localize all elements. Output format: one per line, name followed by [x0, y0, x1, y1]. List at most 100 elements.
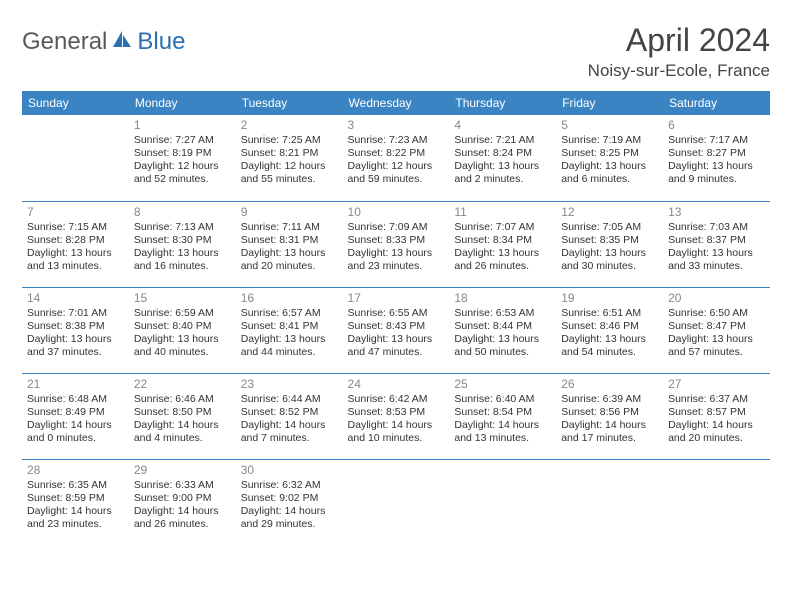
calendar-cell: 4Sunrise: 7:21 AMSunset: 8:24 PMDaylight…: [449, 115, 556, 201]
calendar-cell: 30Sunrise: 6:32 AMSunset: 9:02 PMDayligh…: [236, 459, 343, 545]
daylight-line: Daylight: 13 hours and 50 minutes.: [454, 333, 551, 359]
month-title: April 2024: [588, 22, 770, 59]
sunrise-line: Sunrise: 7:09 AM: [348, 221, 445, 234]
sunrise-line: Sunrise: 6:33 AM: [134, 479, 231, 492]
daylight-line: Daylight: 13 hours and 54 minutes.: [561, 333, 658, 359]
sunrise-line: Sunrise: 7:03 AM: [668, 221, 765, 234]
calendar-cell: 2Sunrise: 7:25 AMSunset: 8:21 PMDaylight…: [236, 115, 343, 201]
sunset-line: Sunset: 8:52 PM: [241, 406, 338, 419]
sunrise-line: Sunrise: 7:17 AM: [668, 134, 765, 147]
sunset-line: Sunset: 8:47 PM: [668, 320, 765, 333]
daylight-line: Daylight: 13 hours and 6 minutes.: [561, 160, 658, 186]
daylight-line: Daylight: 13 hours and 37 minutes.: [27, 333, 124, 359]
day-number: 3: [348, 118, 445, 132]
calendar-cell: 11Sunrise: 7:07 AMSunset: 8:34 PMDayligh…: [449, 201, 556, 287]
sunset-line: Sunset: 8:37 PM: [668, 234, 765, 247]
weekday-header: Wednesday: [343, 91, 450, 115]
sunrise-line: Sunrise: 6:40 AM: [454, 393, 551, 406]
sunrise-line: Sunrise: 7:13 AM: [134, 221, 231, 234]
sunrise-line: Sunrise: 6:32 AM: [241, 479, 338, 492]
sunrise-line: Sunrise: 6:37 AM: [668, 393, 765, 406]
sunset-line: Sunset: 8:50 PM: [134, 406, 231, 419]
weekday-header: Monday: [129, 91, 236, 115]
daylight-line: Daylight: 13 hours and 23 minutes.: [348, 247, 445, 273]
day-number: 19: [561, 291, 658, 305]
day-number: 17: [348, 291, 445, 305]
sunset-line: Sunset: 8:34 PM: [454, 234, 551, 247]
sunset-line: Sunset: 9:02 PM: [241, 492, 338, 505]
calendar-cell: 9Sunrise: 7:11 AMSunset: 8:31 PMDaylight…: [236, 201, 343, 287]
sunset-line: Sunset: 8:54 PM: [454, 406, 551, 419]
day-number: 12: [561, 205, 658, 219]
calendar-cell: 22Sunrise: 6:46 AMSunset: 8:50 PMDayligh…: [129, 373, 236, 459]
day-number: 18: [454, 291, 551, 305]
day-number: 28: [27, 463, 124, 477]
daylight-line: Daylight: 14 hours and 0 minutes.: [27, 419, 124, 445]
day-number: 30: [241, 463, 338, 477]
calendar-cell: 7Sunrise: 7:15 AMSunset: 8:28 PMDaylight…: [22, 201, 129, 287]
calendar-cell: 6Sunrise: 7:17 AMSunset: 8:27 PMDaylight…: [663, 115, 770, 201]
sunrise-line: Sunrise: 6:46 AM: [134, 393, 231, 406]
day-number: 13: [668, 205, 765, 219]
sunrise-line: Sunrise: 7:01 AM: [27, 307, 124, 320]
calendar-cell: 12Sunrise: 7:05 AMSunset: 8:35 PMDayligh…: [556, 201, 663, 287]
calendar-cell: 18Sunrise: 6:53 AMSunset: 8:44 PMDayligh…: [449, 287, 556, 373]
day-number: 4: [454, 118, 551, 132]
calendar-cell: 3Sunrise: 7:23 AMSunset: 8:22 PMDaylight…: [343, 115, 450, 201]
sunset-line: Sunset: 8:28 PM: [27, 234, 124, 247]
calendar-cell: 26Sunrise: 6:39 AMSunset: 8:56 PMDayligh…: [556, 373, 663, 459]
calendar-cell: [22, 115, 129, 201]
calendar-cell: 8Sunrise: 7:13 AMSunset: 8:30 PMDaylight…: [129, 201, 236, 287]
sunrise-line: Sunrise: 6:44 AM: [241, 393, 338, 406]
daylight-line: Daylight: 14 hours and 26 minutes.: [134, 505, 231, 531]
weekday-header: Saturday: [663, 91, 770, 115]
calendar-cell: 10Sunrise: 7:09 AMSunset: 8:33 PMDayligh…: [343, 201, 450, 287]
day-number: 20: [668, 291, 765, 305]
sunrise-line: Sunrise: 6:39 AM: [561, 393, 658, 406]
calendar-cell: 20Sunrise: 6:50 AMSunset: 8:47 PMDayligh…: [663, 287, 770, 373]
sunrise-line: Sunrise: 7:07 AM: [454, 221, 551, 234]
calendar-head: SundayMondayTuesdayWednesdayThursdayFrid…: [22, 91, 770, 115]
calendar-cell: [663, 459, 770, 545]
calendar-cell: 14Sunrise: 7:01 AMSunset: 8:38 PMDayligh…: [22, 287, 129, 373]
daylight-line: Daylight: 13 hours and 40 minutes.: [134, 333, 231, 359]
calendar-row: 28Sunrise: 6:35 AMSunset: 8:59 PMDayligh…: [22, 459, 770, 545]
sunset-line: Sunset: 8:24 PM: [454, 147, 551, 160]
sunrise-line: Sunrise: 6:59 AM: [134, 307, 231, 320]
calendar-cell: 25Sunrise: 6:40 AMSunset: 8:54 PMDayligh…: [449, 373, 556, 459]
calendar-cell: 16Sunrise: 6:57 AMSunset: 8:41 PMDayligh…: [236, 287, 343, 373]
sunrise-line: Sunrise: 7:19 AM: [561, 134, 658, 147]
daylight-line: Daylight: 14 hours and 17 minutes.: [561, 419, 658, 445]
sunset-line: Sunset: 8:19 PM: [134, 147, 231, 160]
sunset-line: Sunset: 8:31 PM: [241, 234, 338, 247]
daylight-line: Daylight: 13 hours and 2 minutes.: [454, 160, 551, 186]
day-number: 1: [134, 118, 231, 132]
day-number: 24: [348, 377, 445, 391]
daylight-line: Daylight: 13 hours and 47 minutes.: [348, 333, 445, 359]
sunrise-line: Sunrise: 6:50 AM: [668, 307, 765, 320]
day-number: 29: [134, 463, 231, 477]
weekday-header: Friday: [556, 91, 663, 115]
calendar-cell: 24Sunrise: 6:42 AMSunset: 8:53 PMDayligh…: [343, 373, 450, 459]
weekday-header: Thursday: [449, 91, 556, 115]
day-number: 27: [668, 377, 765, 391]
sunrise-line: Sunrise: 6:57 AM: [241, 307, 338, 320]
daylight-line: Daylight: 13 hours and 30 minutes.: [561, 247, 658, 273]
calendar-cell: 21Sunrise: 6:48 AMSunset: 8:49 PMDayligh…: [22, 373, 129, 459]
day-number: 21: [27, 377, 124, 391]
daylight-line: Daylight: 14 hours and 13 minutes.: [454, 419, 551, 445]
day-number: 5: [561, 118, 658, 132]
calendar-cell: [556, 459, 663, 545]
sunset-line: Sunset: 8:59 PM: [27, 492, 124, 505]
logo-text-general: General: [22, 28, 107, 56]
sunset-line: Sunset: 8:56 PM: [561, 406, 658, 419]
calendar-row: 7Sunrise: 7:15 AMSunset: 8:28 PMDaylight…: [22, 201, 770, 287]
sunset-line: Sunset: 8:35 PM: [561, 234, 658, 247]
title-block: April 2024 Noisy-sur-Ecole, France: [588, 22, 770, 81]
sunset-line: Sunset: 8:33 PM: [348, 234, 445, 247]
daylight-line: Daylight: 13 hours and 13 minutes.: [27, 247, 124, 273]
daylight-line: Daylight: 13 hours and 9 minutes.: [668, 160, 765, 186]
calendar-cell: [343, 459, 450, 545]
sunrise-line: Sunrise: 6:48 AM: [27, 393, 124, 406]
day-number: 14: [27, 291, 124, 305]
